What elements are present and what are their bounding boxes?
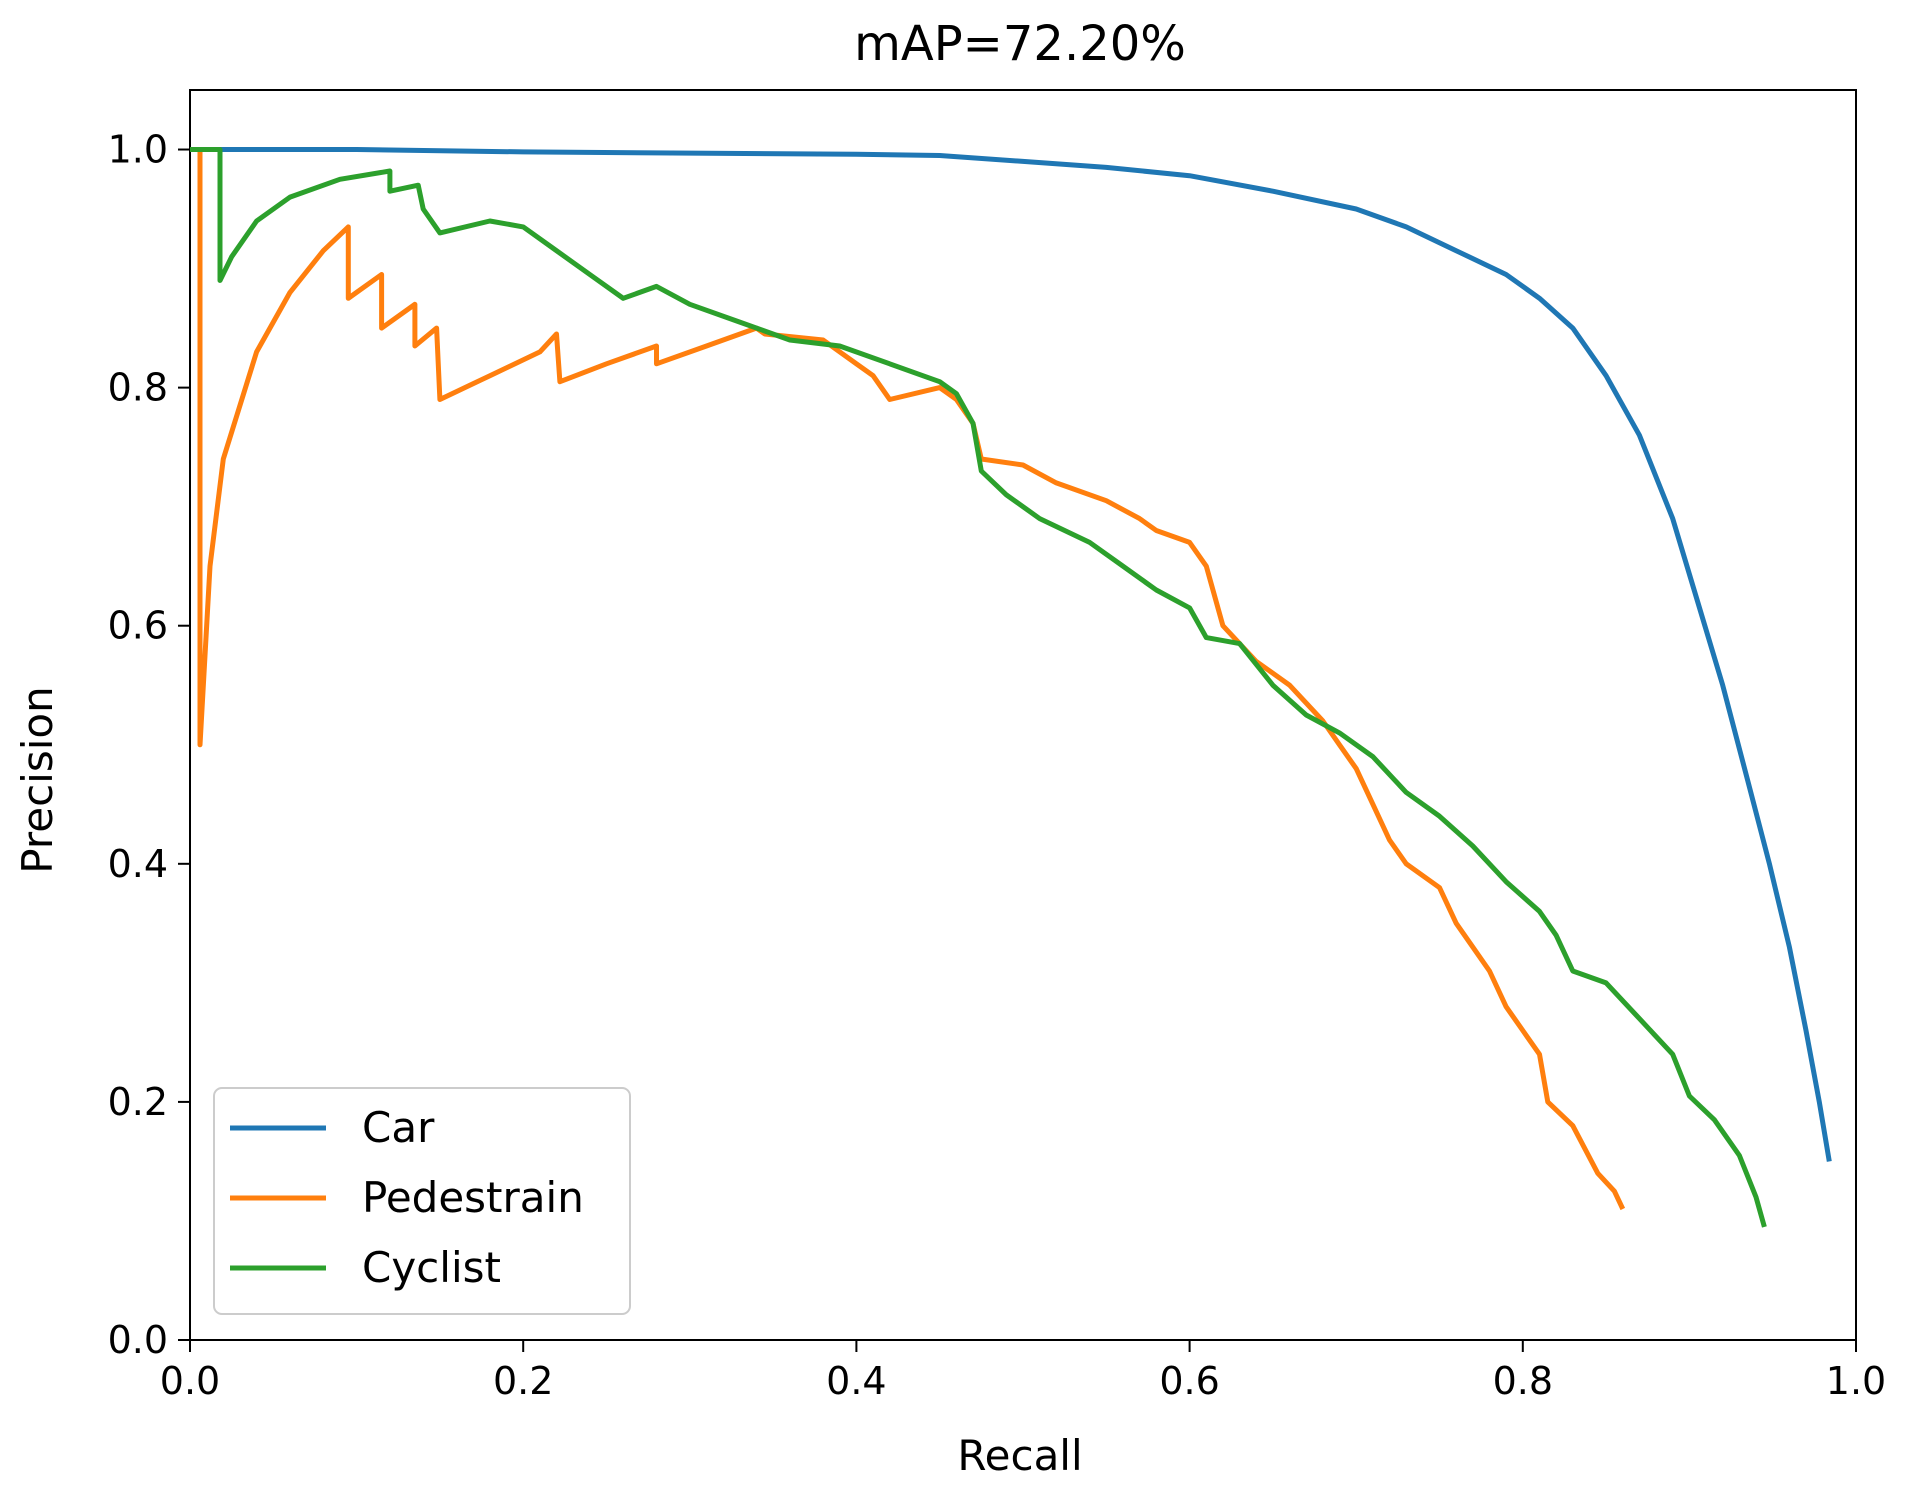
series-line-car — [190, 147, 1832, 1162]
plot-frame — [189, 89, 1857, 1341]
series-line-cyclist — [190, 147, 1767, 1228]
series-lines — [190, 147, 1832, 1228]
legend: Car Pedestrain Cyclist — [213, 1087, 631, 1315]
y-axis-ticks: 0.0 0.2 0.4 0.6 0.8 1.0 — [108, 128, 190, 1362]
x-tick-label: 0.2 — [493, 1359, 553, 1403]
y-tick-label: 0.0 — [108, 1318, 168, 1362]
legend-label-car: Car — [362, 1103, 435, 1152]
legend-box — [213, 1087, 631, 1315]
y-axis-label: Precision — [13, 686, 62, 873]
x-tick-label: 1.0 — [1826, 1359, 1886, 1403]
x-tick-label: 0.6 — [1159, 1359, 1219, 1403]
series-line-pedestrain — [190, 147, 1626, 1211]
plot-area — [189, 89, 1857, 1341]
legend-label-pedestrain: Pedestrain — [362, 1173, 584, 1222]
x-tick-label: 0.4 — [826, 1359, 886, 1403]
y-tick-label: 1.0 — [108, 128, 168, 172]
legend-label-cyclist: Cyclist — [362, 1243, 501, 1292]
x-tick-label: 0.8 — [1493, 1359, 1553, 1403]
y-tick-label: 0.4 — [108, 842, 168, 886]
x-tick-label: 0.0 — [160, 1359, 220, 1403]
y-tick-label: 0.8 — [108, 366, 168, 410]
x-axis-ticks: 0.0 0.2 0.4 0.6 0.8 1.0 — [160, 1340, 1886, 1403]
y-tick-label: 0.6 — [108, 604, 168, 648]
chart-title: mAP=72.20% — [854, 16, 1186, 72]
y-tick-label: 0.2 — [108, 1080, 168, 1124]
x-axis-label: Recall — [957, 1431, 1082, 1480]
